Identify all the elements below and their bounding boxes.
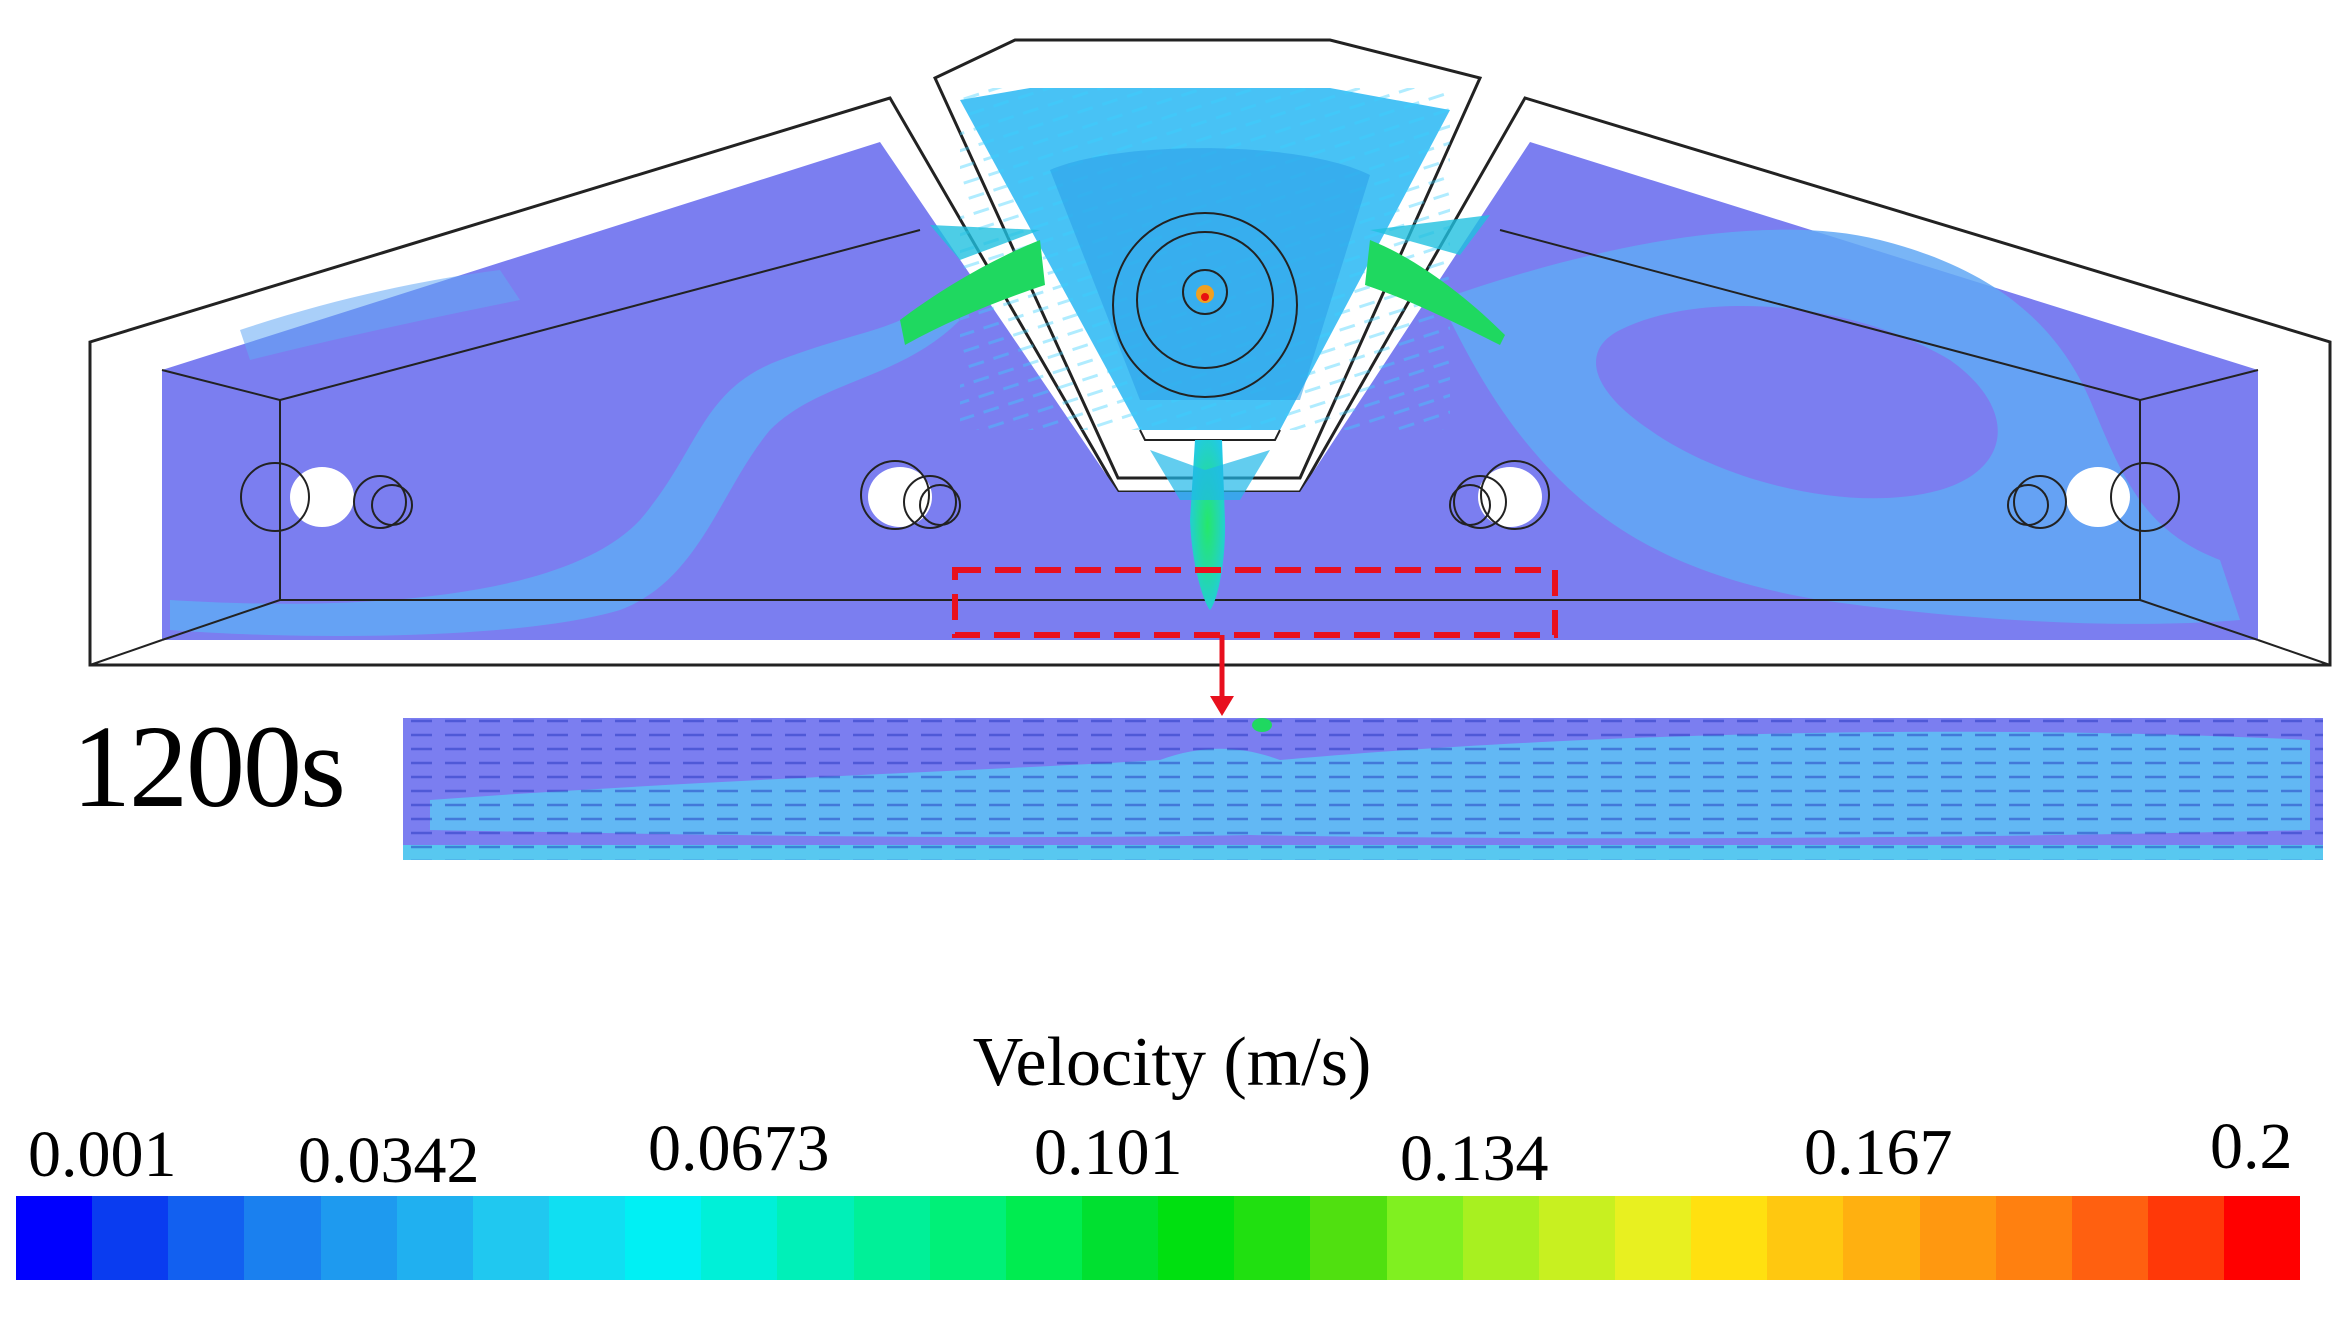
colorbar-tick-6: 0.2: [2210, 1110, 2293, 1183]
colorbar-band-28: [2147, 1196, 2225, 1280]
colorbar-band-12: [929, 1196, 1006, 1280]
zoom-highlight-box: [952, 567, 1558, 638]
colorbar-band-10: [777, 1196, 854, 1280]
shroud-middle-ring: [1136, 231, 1274, 369]
colorbar-band-5: [396, 1196, 473, 1280]
rim-left-diag: [89, 639, 163, 666]
colorbar-band-23: [1767, 1196, 1844, 1280]
flow-loop-core-right: [1596, 306, 1998, 499]
jet-right-port: [1365, 240, 1505, 345]
colorbar-band-4: [320, 1196, 397, 1280]
jet-left-port: [900, 240, 1045, 345]
colorbar-band-13: [1005, 1196, 1082, 1280]
jet-left-fan: [930, 225, 1040, 260]
colorbar-band-8: [625, 1196, 702, 1280]
outlet-1: [240, 462, 413, 532]
chamber-dark-core: [1050, 148, 1370, 400]
colorbar-band-27: [2071, 1196, 2148, 1280]
colorbar-band-21: [1614, 1196, 1692, 1280]
colorbar-band-3: [244, 1196, 321, 1280]
colorbar-band-9: [701, 1196, 778, 1280]
zoom-inset-jet-tip: [1252, 718, 1272, 732]
jet-bottom-fan: [1150, 450, 1270, 500]
colorbar-tick-2: 0.0673: [648, 1112, 830, 1185]
inner-edge-left: [161, 369, 281, 641]
back-top-right: [1499, 229, 2141, 401]
colorbar-tick-5: 0.167: [1804, 1116, 1953, 1189]
colorbar-band-25: [1919, 1196, 1996, 1280]
inlet-chamber: [933, 38, 1483, 480]
colorbar-band-11: [853, 1196, 930, 1280]
outlet-3: [1449, 460, 1550, 530]
zoom-inset: [403, 718, 2323, 860]
jets: [900, 215, 1505, 610]
colorbar-band-14: [1081, 1196, 1159, 1280]
colorbar-band-18: [1386, 1196, 1463, 1280]
colorbar-band-22: [1691, 1196, 1768, 1280]
outlets: [240, 460, 2180, 532]
colorbar-band-16: [1234, 1196, 1311, 1280]
time-label: 1200s: [72, 701, 346, 832]
shroud-outer-ring: [1112, 212, 1298, 398]
flow-band-left: [170, 300, 960, 636]
rim-right-diag: [2257, 639, 2331, 666]
outlet-4: [2007, 462, 2180, 532]
colorbar-band-0: [16, 1196, 93, 1280]
colorbar-band-26: [1995, 1196, 2072, 1280]
colorbar-tick-0: 0.001: [28, 1118, 177, 1191]
jet-right-fan: [1370, 215, 1490, 255]
shroud-inner-ring: [1182, 269, 1228, 315]
shroud-core-hot: [1201, 293, 1209, 301]
velocity-colorbar: [16, 1196, 2301, 1280]
colorbar-tick-1: 0.0342: [298, 1124, 480, 1197]
colorbar-band-15: [1158, 1196, 1235, 1280]
colorbar-band-7: [548, 1196, 626, 1280]
colorbar-band-19: [1462, 1196, 1539, 1280]
colorbar-band-6: [472, 1196, 549, 1280]
colorbar-band-29: [2224, 1196, 2301, 1280]
colorbar-band-20: [1538, 1196, 1615, 1280]
outlet-2: [860, 460, 961, 530]
flow-band-left-upper: [240, 270, 520, 360]
back-top-left: [279, 229, 921, 401]
colorbar-tick-3: 0.101: [1034, 1116, 1183, 1189]
colorbar-band-2: [168, 1196, 245, 1280]
colorbar-band-1: [92, 1196, 169, 1280]
zoom-arrow-head: [1210, 696, 1234, 716]
colorbar-tick-4: 0.134: [1400, 1122, 1549, 1195]
colorbar-band-17: [1310, 1196, 1387, 1280]
colorbar-band-24: [1843, 1196, 1920, 1280]
zoom-inset-vectors: [403, 718, 2323, 860]
inner-edge-right: [2139, 369, 2259, 641]
colorbar-title: Velocity (m/s): [972, 1024, 1372, 1101]
